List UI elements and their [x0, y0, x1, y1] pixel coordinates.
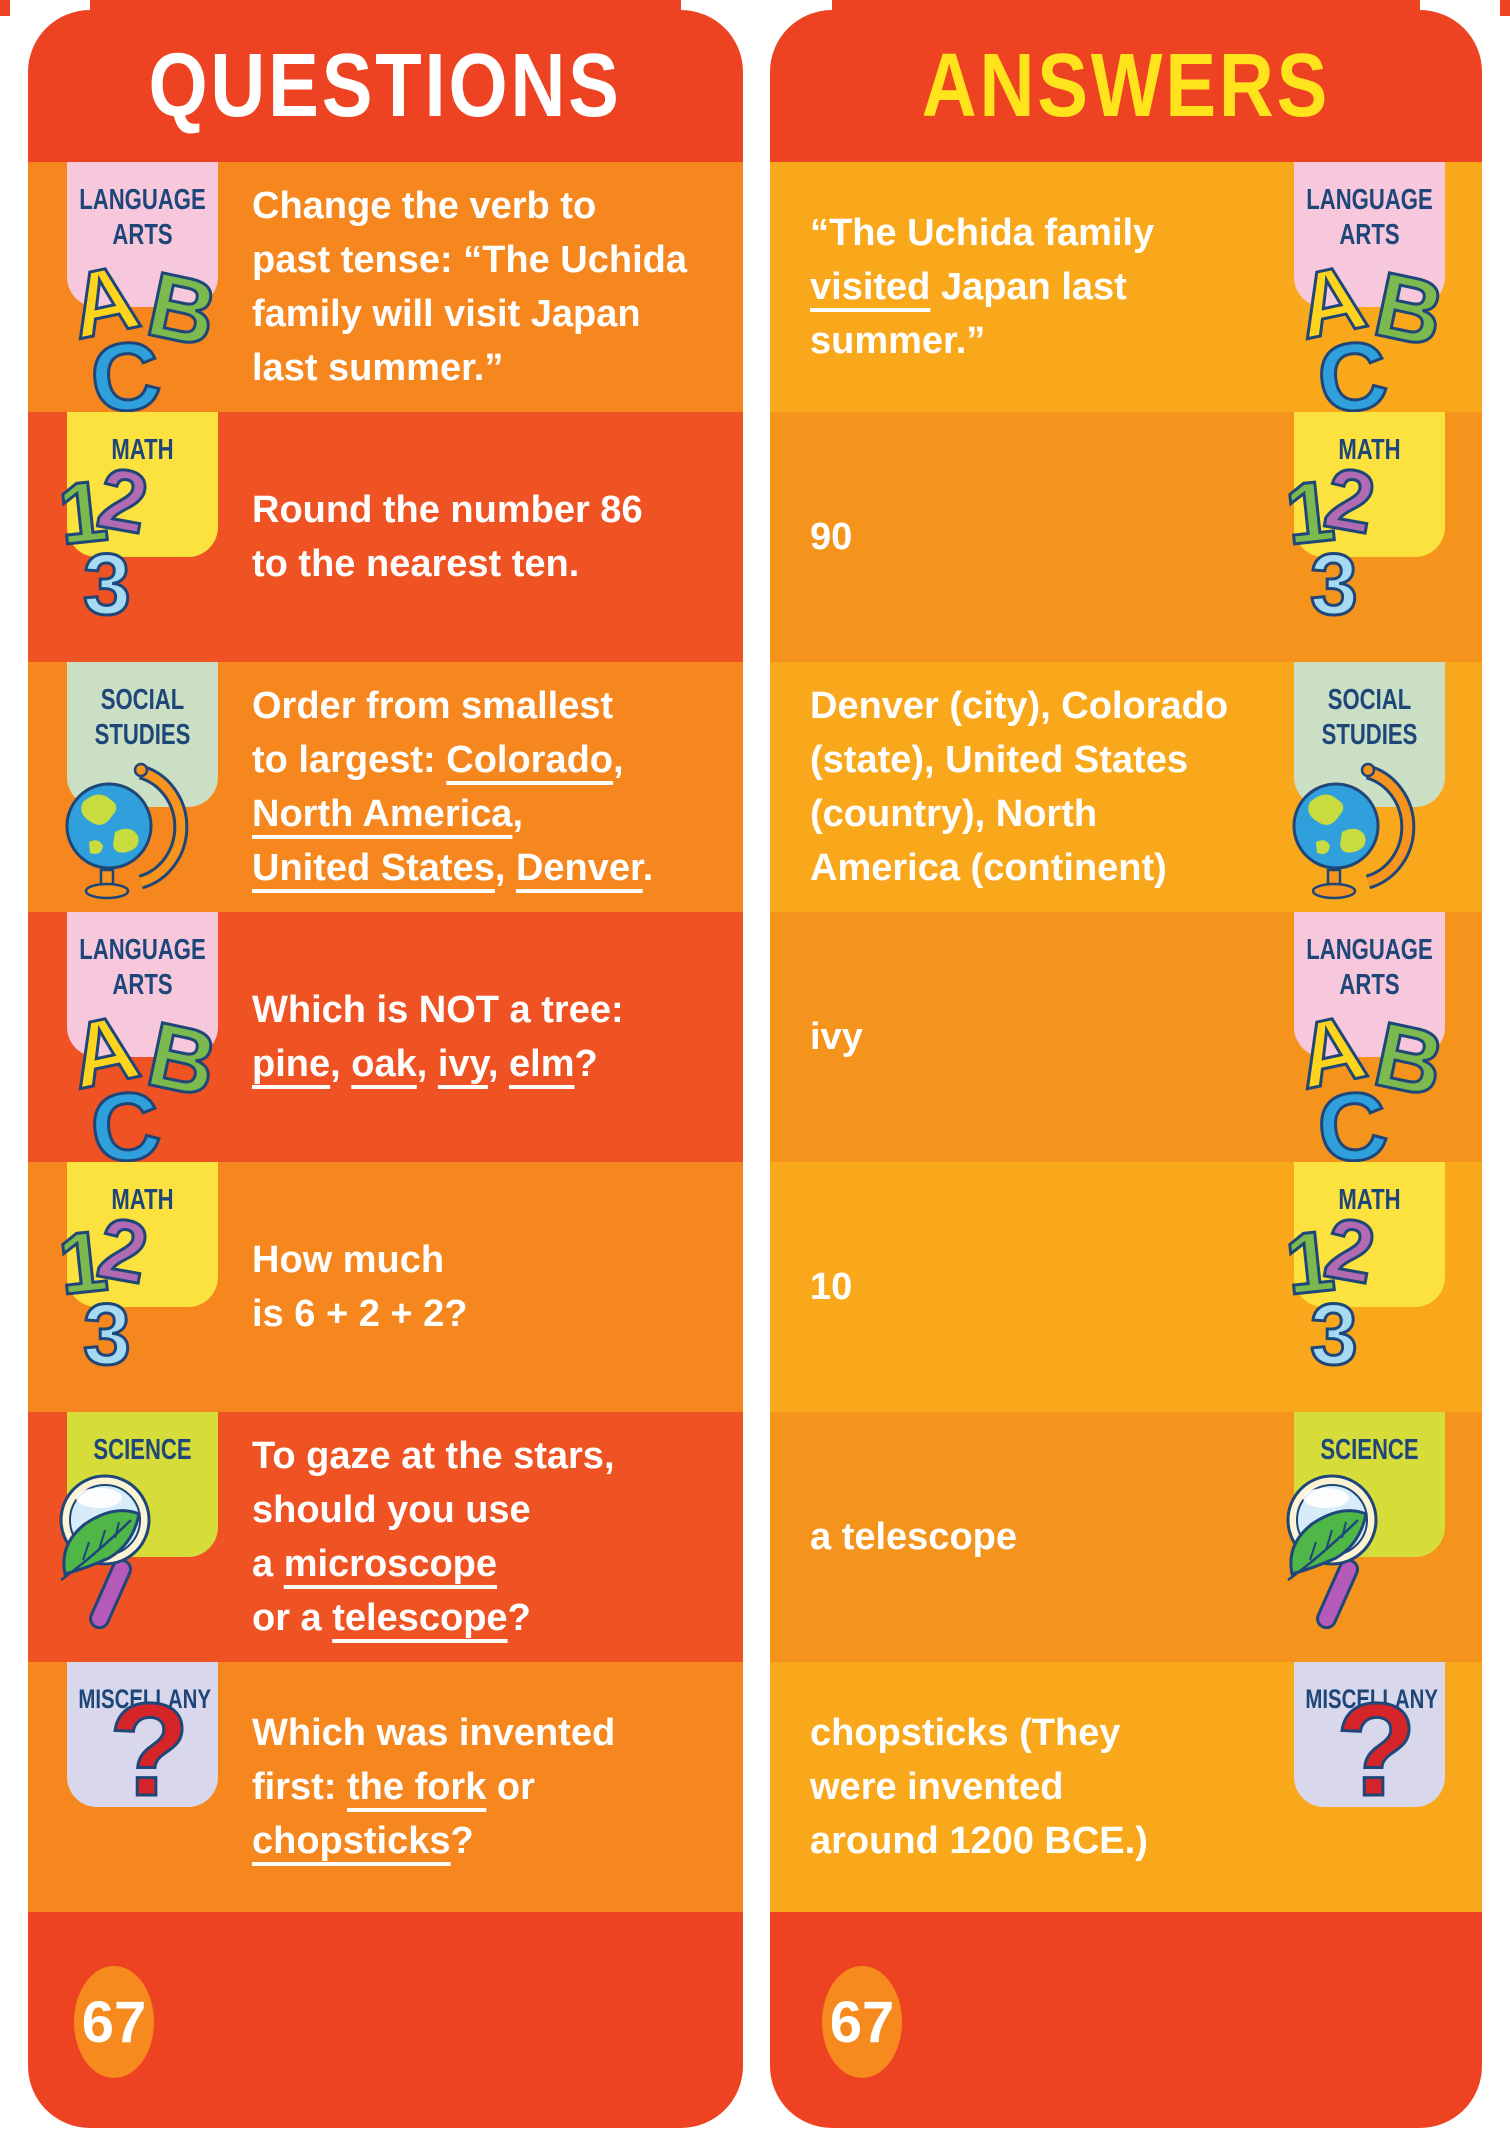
math-badge: MATH 1 2 3: [1280, 1162, 1445, 1380]
category-label: MATH: [111, 432, 174, 466]
question-row: LANGUAGE ARTS A B C Change the verb to past te…: [28, 162, 743, 436]
category-label: SOCIAL STUDIES: [1321, 682, 1418, 751]
page-number: 67: [829, 1989, 895, 2055]
category-label: LANGUAGE ARTS: [1306, 182, 1433, 251]
question-row: LANGUAGE ARTS A B C Which is NOT a tree: pine,…: [28, 912, 743, 1186]
digit-3-icon: 3: [82, 537, 133, 633]
page-crop-artifact: [1500, 0, 1510, 16]
answer-row: SOCIAL STUDIES Denver (city), Colorado (sta…: [770, 662, 1482, 912]
social-studies-badge: SOCIAL STUDIES: [1292, 662, 1445, 900]
math-badge: MATH 1 2 3: [53, 1162, 218, 1380]
question-row: MISCELLANY? Which was invented first: the …: [28, 1662, 743, 1912]
category-label: LANGUAGE ARTS: [1306, 932, 1433, 1001]
answer-row: MATH 1 2 3 90: [770, 412, 1482, 662]
miscellany-badge: MISCELLANY?: [1294, 1662, 1445, 1817]
question-mark-icon: ?: [108, 1676, 192, 1823]
science-badge: SCIENCE: [59, 1412, 218, 1630]
category-label: MATH: [1338, 432, 1401, 466]
digit-3-icon: 3: [82, 1287, 133, 1383]
math-badge: MATH 1 2 3: [53, 412, 218, 630]
magnifier-leaf-icon: [59, 1474, 151, 1630]
answer-row: LANGUAGE ARTS A B C “The Uchida family visited…: [770, 162, 1482, 436]
answer-row: SCIENCE a telescope: [770, 1412, 1482, 1662]
social-studies-badge: SOCIAL STUDIES: [65, 662, 218, 900]
category-label: LANGUAGE ARTS: [79, 932, 206, 1001]
question-mark-icon: ?: [1335, 1676, 1419, 1823]
answer-text: a telescope: [810, 1516, 1017, 1558]
math-badge: MATH 1 2 3: [1280, 412, 1445, 630]
question-text: Order from smallest to largest: Colorado,…: [252, 685, 654, 889]
science-badge: SCIENCE: [1286, 1412, 1445, 1630]
page-crop-artifact: [0, 0, 10, 16]
category-label: SOCIAL STUDIES: [94, 682, 191, 751]
answers-header: ANSWERS: [770, 10, 1482, 162]
answer-text: Denver (city), Colorado (state), United S…: [810, 685, 1229, 889]
answer-text: 90: [810, 516, 853, 558]
questions-footer: 67: [28, 1912, 743, 2128]
question-row: MATH 1 2 3 How much is 6 + 2 + 2?: [28, 1162, 743, 1412]
page-number-badge: 67: [822, 1966, 902, 2078]
category-label: MISCELLANY: [1305, 1684, 1438, 1715]
page-crop-artifact: [832, 0, 1420, 10]
question-text: Change the verb to past tense: “The Uchid…: [252, 185, 687, 389]
questions-title: QUESTIONS: [148, 35, 623, 136]
digit-3-icon: 3: [1309, 1287, 1360, 1383]
answer-text: “The Uchida family visited Japan last summ…: [810, 212, 1155, 362]
category-label: MATH: [111, 1182, 174, 1216]
globe-icon: [65, 762, 189, 900]
question-row: MATH 1 2 3 Round the number 86 to the nearest…: [28, 412, 743, 662]
category-label: LANGUAGE ARTS: [79, 182, 206, 251]
question-text: To gaze at the stars, should you use a mic…: [252, 1435, 615, 1639]
answers-card: ANSWERS LANGUAGE ARTS A B C “The Uchida famil…: [770, 10, 1482, 2128]
question-row: SCIENCE To gaze at the stars, should you u…: [28, 1412, 743, 1662]
page-number: 67: [81, 1989, 147, 2055]
category-label: MATH: [1338, 1182, 1401, 1216]
answer-text: chopsticks (They were invented around 1200…: [810, 1712, 1148, 1862]
questions-header: QUESTIONS: [28, 10, 743, 162]
answer-text: ivy: [810, 1016, 863, 1058]
question-text: Which was invented first: the fork or chop…: [252, 1712, 616, 1862]
digit-3-icon: 3: [1309, 537, 1360, 633]
miscellany-badge: MISCELLANY?: [67, 1662, 218, 1817]
category-label: MISCELLANY: [78, 1684, 211, 1715]
question-row: SOCIAL STUDIES Order from smallest to large…: [28, 662, 743, 912]
globe-icon: [1292, 762, 1416, 900]
category-label: SCIENCE: [1320, 1432, 1419, 1466]
language-arts-badge: LANGUAGE ARTS A B C: [1287, 912, 1454, 1186]
question-text: How much is 6 + 2 + 2?: [252, 1239, 468, 1335]
language-arts-badge: LANGUAGE ARTS A B C: [1287, 162, 1454, 436]
language-arts-badge: LANGUAGE ARTS A B C: [60, 912, 227, 1186]
answer-row: MISCELLANY? chopsticks (They were invented…: [770, 1662, 1482, 1912]
answer-text: 10: [810, 1266, 853, 1308]
answer-row: MATH 1 2 3 10: [770, 1162, 1482, 1412]
answers-title: ANSWERS: [921, 35, 1331, 136]
language-arts-badge: LANGUAGE ARTS A B C: [60, 162, 227, 436]
answer-row: LANGUAGE ARTS A B C ivy: [770, 912, 1482, 1186]
page-crop-artifact: [90, 0, 681, 10]
answers-footer: 67: [770, 1912, 1482, 2128]
magnifier-leaf-icon: [1286, 1474, 1378, 1630]
page-number-badge: 67: [74, 1966, 154, 2078]
questions-card: QUESTIONS LANGUAGE ARTS A B C Change the verb…: [28, 10, 743, 2128]
question-text: Which is NOT a tree: pine, oak, ivy, elm?: [252, 989, 624, 1085]
question-text: Round the number 86 to the nearest ten.: [252, 489, 643, 585]
category-label: SCIENCE: [93, 1432, 192, 1466]
